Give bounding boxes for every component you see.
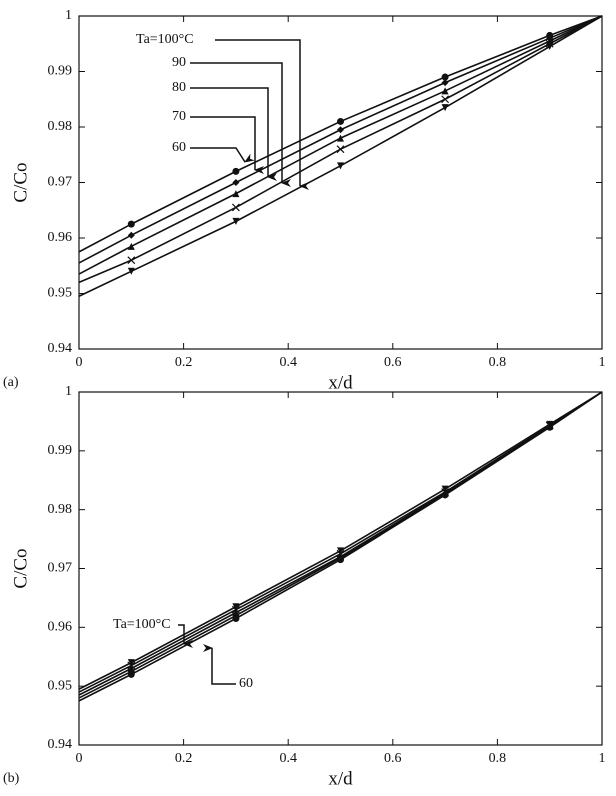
series-annotation: 60 bbox=[239, 676, 253, 691]
marker bbox=[337, 162, 344, 170]
marker bbox=[231, 203, 240, 212]
x-tick-label: 0.8 bbox=[489, 751, 507, 766]
panel-label: (b) bbox=[3, 771, 20, 786]
series-annotation: Ta=100°C bbox=[136, 32, 194, 47]
annotation-arrow bbox=[190, 147, 255, 163]
marker bbox=[232, 615, 240, 623]
y-tick-label: 0.94 bbox=[48, 341, 73, 356]
y-tick-label: 0.98 bbox=[48, 502, 73, 517]
marker bbox=[441, 73, 449, 81]
marker bbox=[127, 256, 136, 265]
marker bbox=[441, 87, 449, 95]
x-tick-label: 0.6 bbox=[384, 355, 402, 370]
x-tick-label: 0.2 bbox=[175, 355, 193, 370]
x-tick-label: 0.2 bbox=[175, 751, 193, 766]
y-axis-label: C/Co bbox=[10, 548, 31, 588]
y-axis-label: C/Co bbox=[10, 162, 31, 202]
marker bbox=[337, 126, 344, 134]
marker bbox=[336, 145, 345, 154]
marker bbox=[441, 485, 449, 493]
y-tick-label: 0.97 bbox=[48, 175, 73, 190]
x-tick-label: 0.4 bbox=[279, 355, 297, 370]
marker bbox=[232, 179, 240, 186]
y-tick-label: 0.95 bbox=[48, 286, 73, 301]
x-tick-label: 0 bbox=[76, 751, 83, 766]
y-tick-label: 0.97 bbox=[48, 561, 73, 576]
annotation-arrow bbox=[190, 116, 264, 174]
annotation-arrow bbox=[190, 87, 277, 181]
y-tick-label: 0.99 bbox=[48, 443, 73, 458]
series-annotation: 80 bbox=[172, 80, 186, 95]
x-tick-label: 0.6 bbox=[384, 751, 402, 766]
marker bbox=[127, 670, 135, 678]
data-line bbox=[78, 391, 603, 693]
y-tick-label: 1 bbox=[65, 384, 72, 399]
marker bbox=[337, 547, 344, 555]
annotation-arrow bbox=[190, 62, 291, 187]
y-tick-label: 0.96 bbox=[48, 620, 73, 635]
marker bbox=[337, 134, 344, 142]
x-tick-label: 0.8 bbox=[489, 355, 507, 370]
marker bbox=[337, 117, 344, 125]
x-axis-label: x/d bbox=[328, 372, 353, 393]
series-annotation: 60 bbox=[172, 140, 186, 155]
x-tick-label: 0.4 bbox=[279, 751, 297, 766]
marker bbox=[232, 167, 240, 175]
marker bbox=[546, 43, 554, 51]
y-tick-label: 0.96 bbox=[48, 230, 73, 245]
marker bbox=[127, 220, 135, 228]
y-tick-label: 0.98 bbox=[48, 119, 73, 134]
series-annotation: 70 bbox=[172, 109, 186, 124]
series-annotation: Ta=100°C bbox=[113, 617, 171, 632]
y-tick-label: 0.99 bbox=[48, 64, 73, 79]
plot-frame bbox=[78, 15, 603, 350]
y-tick-label: 1 bbox=[65, 8, 72, 23]
data-line bbox=[78, 15, 603, 275]
annotation-arrow bbox=[215, 39, 309, 190]
marker bbox=[232, 190, 240, 198]
marker bbox=[441, 104, 449, 112]
x-axis-label: x/d bbox=[328, 768, 353, 789]
marker bbox=[441, 79, 449, 87]
x-tick-label: 0 bbox=[76, 355, 83, 370]
data-line bbox=[78, 15, 603, 253]
marker bbox=[127, 267, 135, 275]
marker bbox=[232, 217, 240, 225]
marker bbox=[337, 556, 344, 564]
data-line bbox=[78, 391, 603, 690]
y-tick-label: 0.95 bbox=[48, 678, 73, 693]
marker bbox=[441, 95, 450, 104]
marker bbox=[546, 423, 554, 431]
x-tick-label: 1 bbox=[599, 751, 606, 766]
marker bbox=[127, 242, 135, 250]
y-tick-label: 0.94 bbox=[48, 737, 73, 752]
series-annotation: 90 bbox=[172, 55, 186, 70]
marker bbox=[232, 603, 240, 611]
marker bbox=[127, 231, 135, 239]
x-tick-label: 1 bbox=[599, 355, 606, 370]
panel-label: (a) bbox=[3, 375, 19, 390]
marker bbox=[441, 491, 449, 499]
marker bbox=[127, 659, 135, 667]
annotation-arrow bbox=[203, 644, 236, 685]
